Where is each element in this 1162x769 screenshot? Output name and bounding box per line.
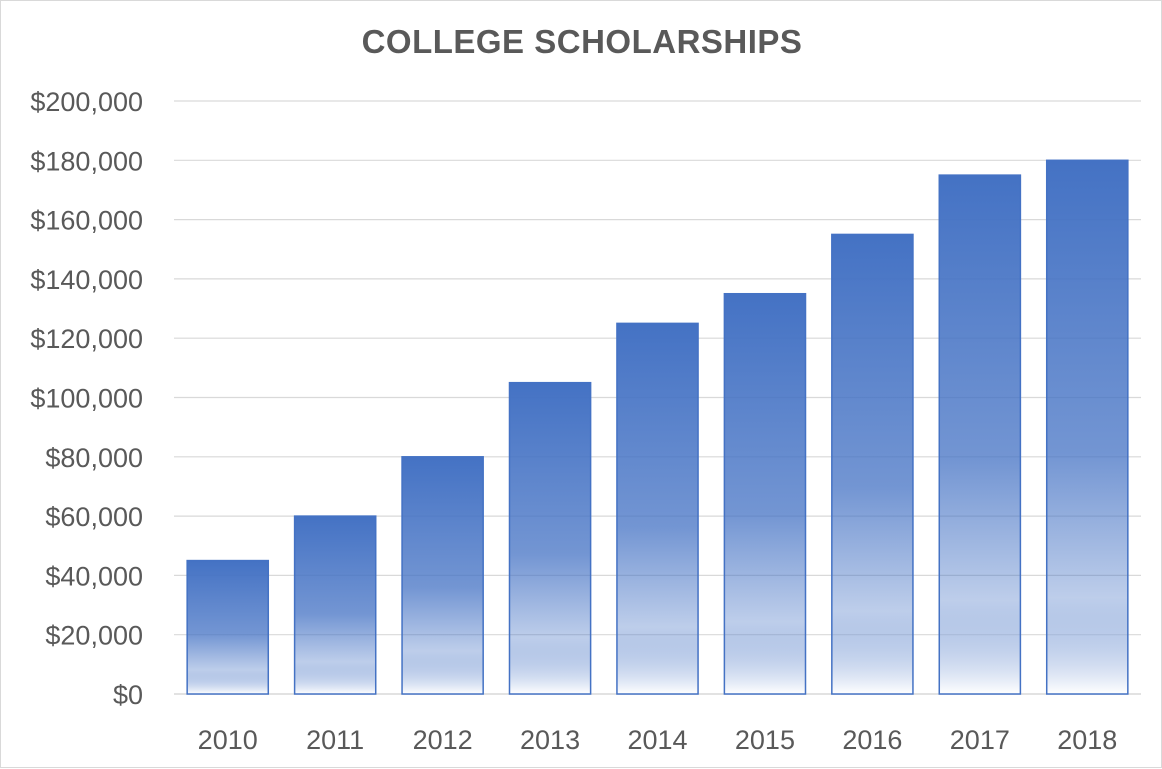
y-tick-label: $180,000 (30, 146, 143, 176)
y-tick-label: $120,000 (30, 324, 143, 354)
x-tick-label: 2010 (198, 725, 258, 755)
x-tick-label: 2018 (1057, 725, 1117, 755)
y-tick-label: $140,000 (30, 265, 143, 295)
y-tick-label: $100,000 (30, 384, 143, 414)
x-tick-label: 2013 (520, 725, 580, 755)
bar-2010 (186, 559, 270, 695)
x-axis-tick-labels: 2010 2011 2012 2013 2014 2015 2016 2017 2018 (198, 725, 1118, 755)
bar-2018 (1045, 159, 1129, 695)
x-tick-label: 2011 (306, 725, 364, 755)
bars (186, 159, 1129, 695)
bar-2016 (831, 233, 914, 695)
x-tick-label: 2012 (413, 725, 473, 755)
bar-2012 (401, 456, 484, 695)
x-tick-label: 2016 (842, 725, 902, 755)
x-tick-label: 2017 (950, 725, 1010, 755)
bar-2011 (293, 515, 377, 695)
y-tick-label: $40,000 (45, 561, 143, 591)
y-tick-label: $60,000 (45, 502, 143, 532)
y-tick-label: $200,000 (30, 87, 143, 117)
y-axis-tick-labels: $0 $20,000 $40,000 $60,000 $80,000 $100,000 $1… (30, 87, 143, 710)
x-tick-label: 2015 (735, 725, 795, 755)
bar-2015 (723, 292, 807, 695)
chart-title: COLLEGE SCHOLARSHIPS (361, 23, 803, 60)
y-tick-label: $0 (113, 680, 143, 710)
bar-2013 (508, 381, 592, 695)
bar-2014 (616, 322, 699, 695)
y-tick-label: $160,000 (30, 206, 143, 236)
y-tick-label: $80,000 (45, 443, 143, 473)
y-tick-label: $20,000 (45, 621, 143, 651)
x-tick-label: 2014 (627, 725, 687, 755)
bar-2017 (938, 174, 1022, 695)
